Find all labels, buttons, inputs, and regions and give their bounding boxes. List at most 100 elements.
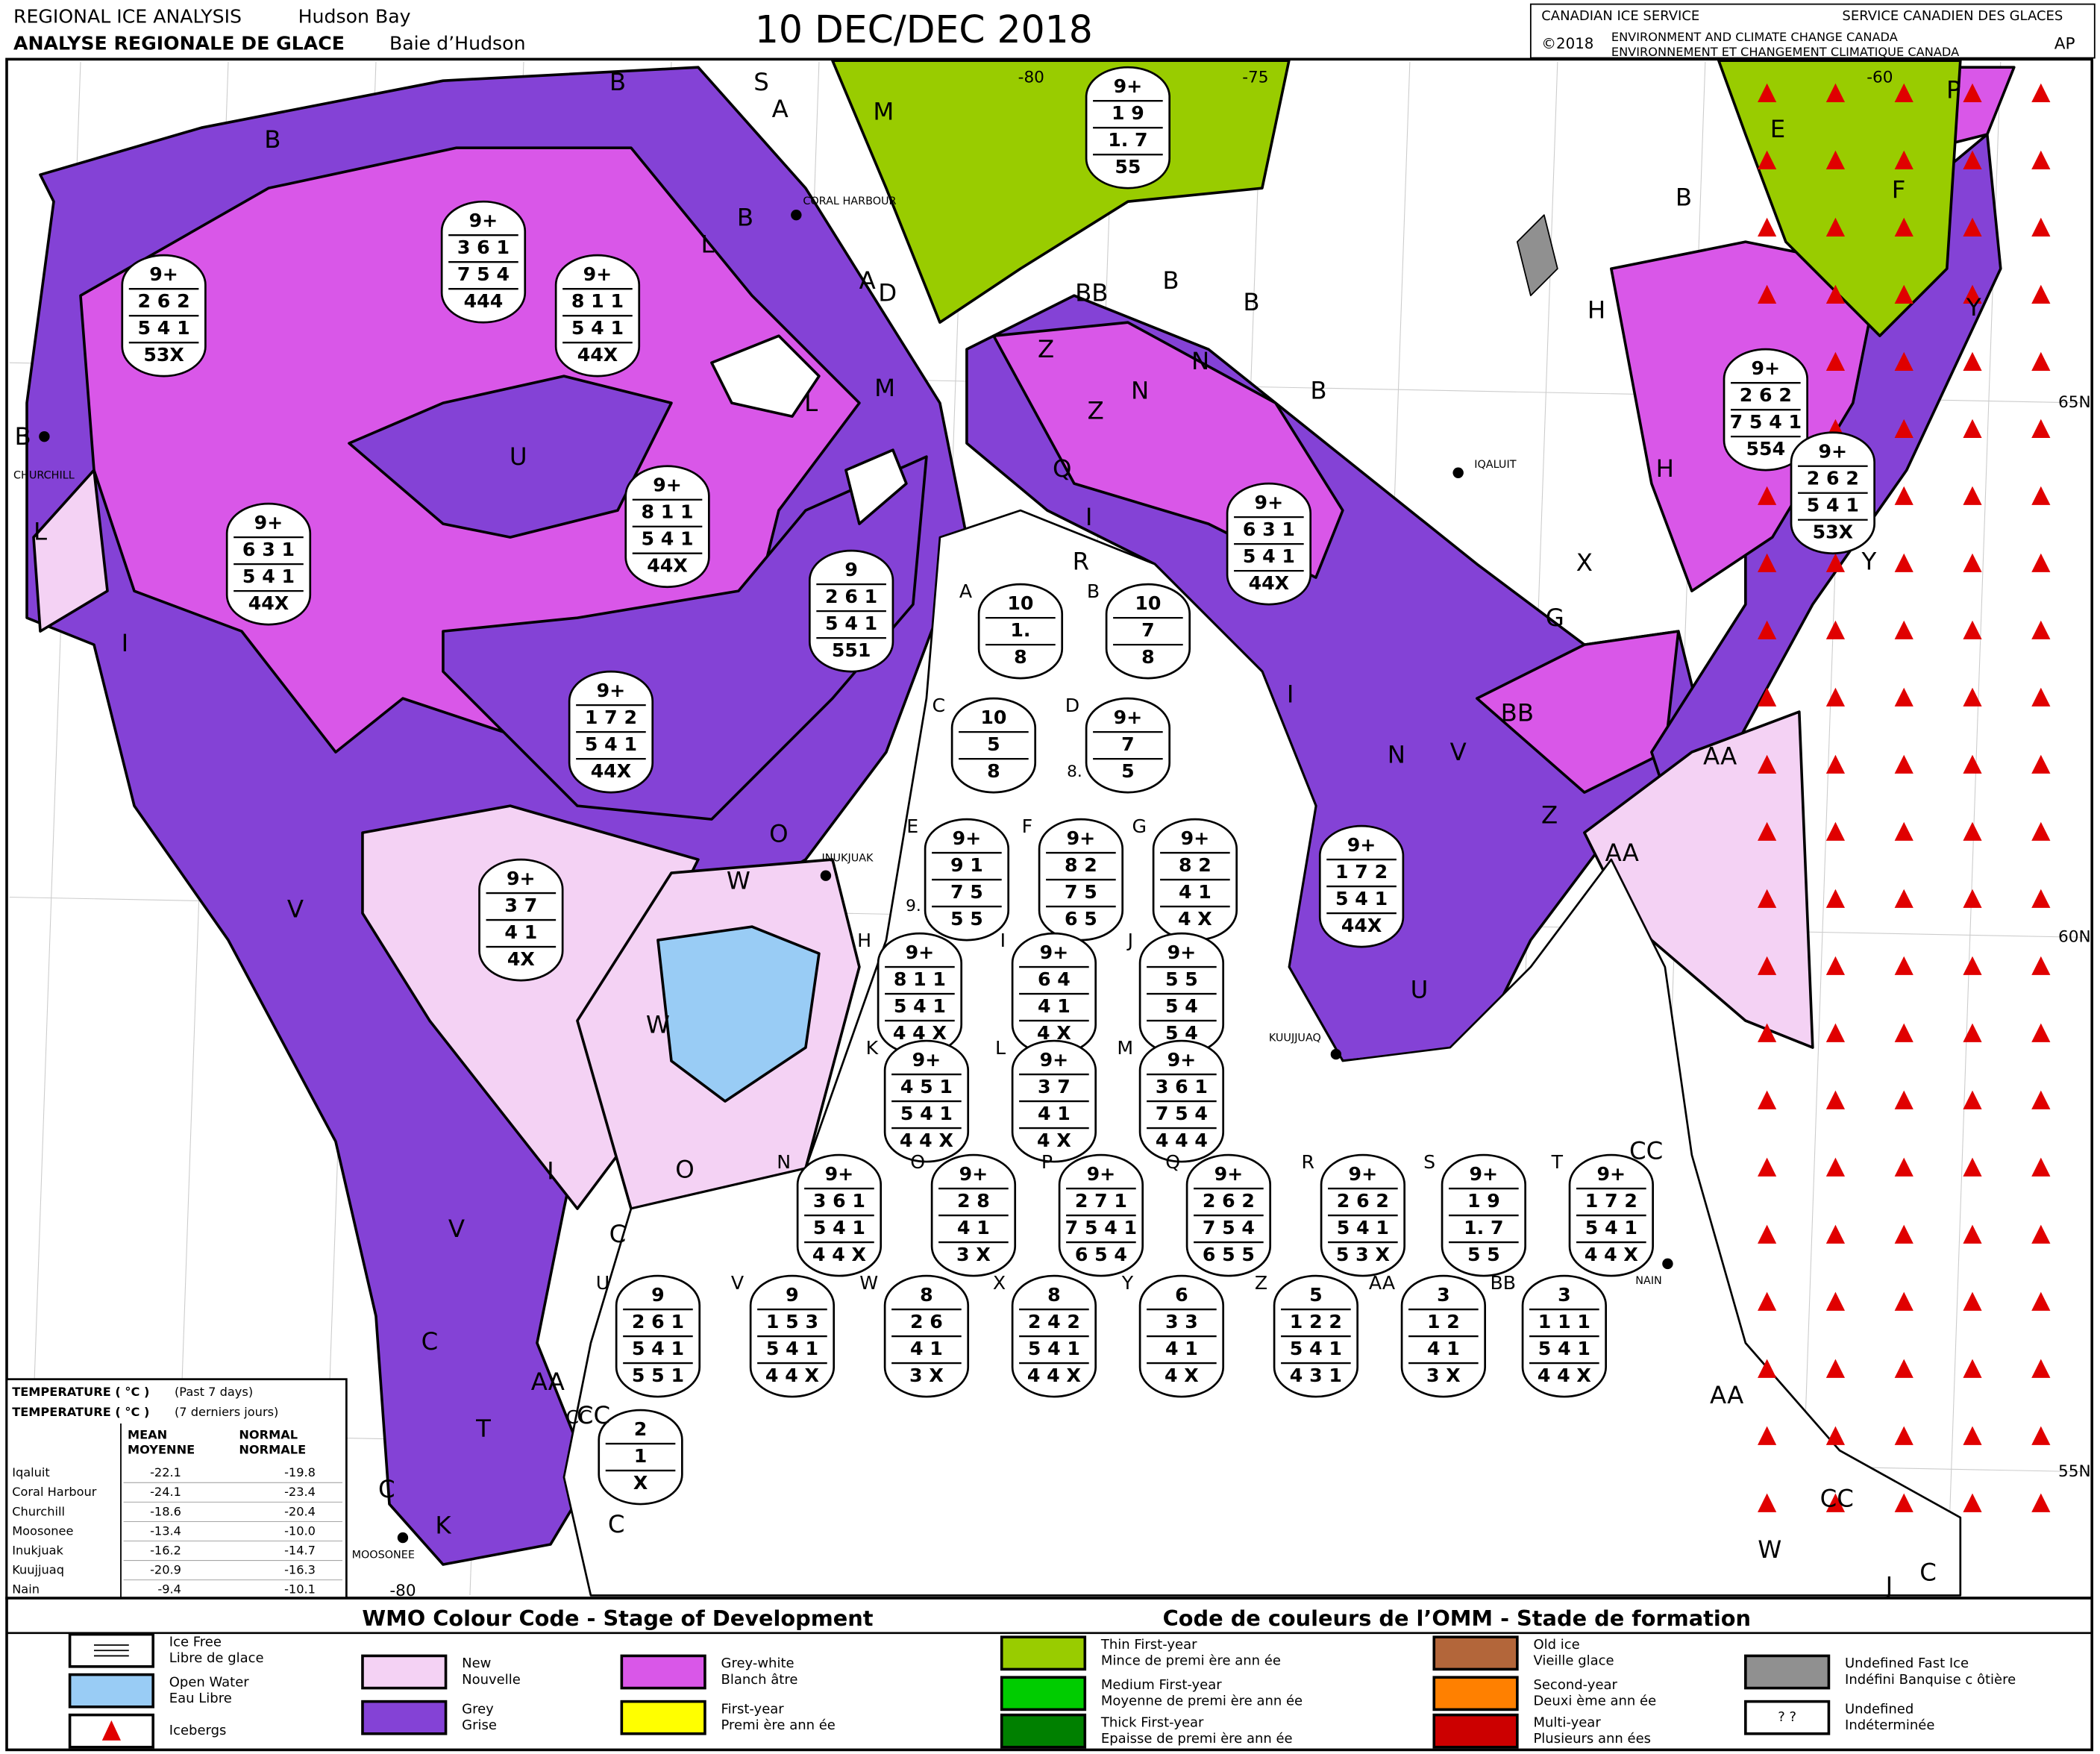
iceberg — [1758, 754, 1777, 774]
normal-temp: -10.0 — [284, 1523, 316, 1538]
open-water — [656, 925, 821, 1103]
iceberg — [1963, 1291, 1982, 1311]
egg-code: 8 1 1 — [641, 501, 693, 523]
thin-first-year — [1717, 59, 1962, 337]
legend-swatch — [1000, 1713, 1087, 1749]
egg-code: 9+ — [1167, 1049, 1197, 1071]
iceberg — [1825, 1157, 1846, 1177]
egg-label: J — [1126, 930, 1133, 951]
iceberg — [1825, 889, 1846, 908]
egg-code: 3 6 1 — [457, 237, 510, 258]
station: Iqaluit — [12, 1465, 50, 1479]
legend-symbol: ? ? — [1778, 1709, 1796, 1725]
iceberg — [1894, 1493, 1913, 1512]
agency: CANADIAN ICE SERVICE — [1541, 8, 1699, 24]
egg-code: 9+ — [1114, 75, 1143, 97]
place-dot — [791, 209, 802, 221]
egg-label: A — [959, 580, 973, 602]
egg-code: 1 2 — [1427, 1311, 1460, 1332]
egg-code: 4 5 1 — [900, 1076, 953, 1097]
map-label: H — [1656, 454, 1674, 483]
legend-swatch — [68, 1673, 154, 1708]
legend-text: Vieille glace — [1533, 1653, 1614, 1669]
egg-code: 4 1 — [1427, 1338, 1460, 1359]
iceberg — [1825, 821, 1846, 841]
iceberg — [1894, 1291, 1913, 1311]
legend-egg — [1085, 697, 1171, 794]
egg-code: 44X — [1249, 572, 1289, 594]
egg-code: 4 X — [1178, 908, 1212, 930]
iceberg — [1894, 1023, 1913, 1042]
map-label: U — [510, 442, 527, 471]
egg-label: Y — [1121, 1272, 1134, 1294]
iceberg — [1758, 553, 1777, 572]
egg-label: B — [1087, 580, 1100, 602]
coordinate-label: -60 — [1867, 69, 1893, 87]
egg-code: 9+ — [1087, 1163, 1116, 1185]
legend-text: Thin First-year — [1100, 1637, 1197, 1653]
egg-code: 1. 7 — [1464, 1217, 1503, 1238]
agency: SERVICE CANADIEN DES GLACES — [1842, 8, 2063, 24]
map-label: AA — [531, 1368, 565, 1396]
iceberg — [1825, 754, 1846, 774]
iceberg — [1758, 284, 1777, 304]
legend-text: Plusieurs ann ées — [1533, 1731, 1651, 1747]
map-label: C — [421, 1327, 439, 1356]
map-label: AA — [1710, 1381, 1743, 1409]
iceberg — [1825, 150, 1846, 169]
legend-text: Indéfini Banquise c ôtière — [1845, 1672, 2016, 1688]
legend-swatch — [1000, 1635, 1087, 1671]
egg-code: 9+ — [254, 512, 283, 533]
mean-temp: -22.1 — [150, 1465, 181, 1479]
iceberg — [1963, 889, 1982, 908]
map-label: Y — [1966, 293, 1981, 322]
egg-code: 3 6 1 — [813, 1190, 865, 1212]
iceberg — [1758, 486, 1777, 505]
egg-code: 554 — [1746, 438, 1786, 460]
egg-code: 5 4 1 — [641, 528, 693, 550]
egg-code: 9 1 — [950, 854, 983, 876]
map-label: O — [769, 820, 788, 848]
egg-label: L — [995, 1037, 1006, 1059]
legend-swatch — [1000, 1676, 1087, 1711]
place-name: NAIN — [1635, 1275, 1662, 1287]
thin-first-year — [831, 59, 1291, 324]
egg-code: 55 — [1115, 156, 1141, 178]
map-label: C — [1919, 1559, 1937, 1587]
iceberg — [1825, 553, 1846, 572]
iceberg — [1758, 821, 1777, 841]
egg-code: 9+ — [912, 1049, 941, 1071]
egg-label: V — [731, 1272, 745, 1294]
legend-swatch — [68, 1713, 154, 1749]
egg-code: 5 4 1 — [632, 1338, 684, 1359]
map-label: D — [878, 278, 897, 307]
iceberg — [1825, 620, 1846, 639]
legend-text: First-year — [721, 1701, 785, 1717]
map-label: W — [1758, 1535, 1781, 1564]
map-label: B — [14, 422, 31, 451]
map-label: P — [1946, 76, 1961, 104]
map-label: W — [646, 1010, 670, 1039]
normal-temp: -10.1 — [284, 1582, 316, 1597]
egg-code: 4 X — [1037, 1130, 1071, 1151]
map-label: B — [1243, 288, 1259, 316]
coordinate-label: 55N — [2058, 1462, 2091, 1481]
legend-swatch — [361, 1654, 448, 1690]
legend-text: Second-year — [1533, 1677, 1617, 1693]
map-label: C — [609, 1220, 627, 1248]
egg-label: AA — [1369, 1272, 1396, 1294]
department: ENVIRONMENT AND CLIMATE CHANGE CANADA — [1611, 30, 1898, 44]
iceberg — [2031, 1224, 2051, 1244]
egg-code: 5 4 1 — [1243, 545, 1295, 567]
egg-code: 1 9 — [1112, 102, 1144, 124]
egg-code: 5 5 — [1467, 1244, 1500, 1265]
egg-code: 6 5 4 — [1075, 1244, 1127, 1265]
egg-code: 10 — [980, 707, 1006, 728]
table-period: (Past 7 days) — [175, 1385, 253, 1399]
iceberg — [1963, 821, 1982, 841]
map-label: BB — [1075, 278, 1108, 307]
iceberg — [1963, 217, 1982, 237]
egg-label: CC — [566, 1406, 592, 1428]
iceberg — [1825, 1493, 1846, 1512]
map-label: CC — [1629, 1136, 1663, 1165]
